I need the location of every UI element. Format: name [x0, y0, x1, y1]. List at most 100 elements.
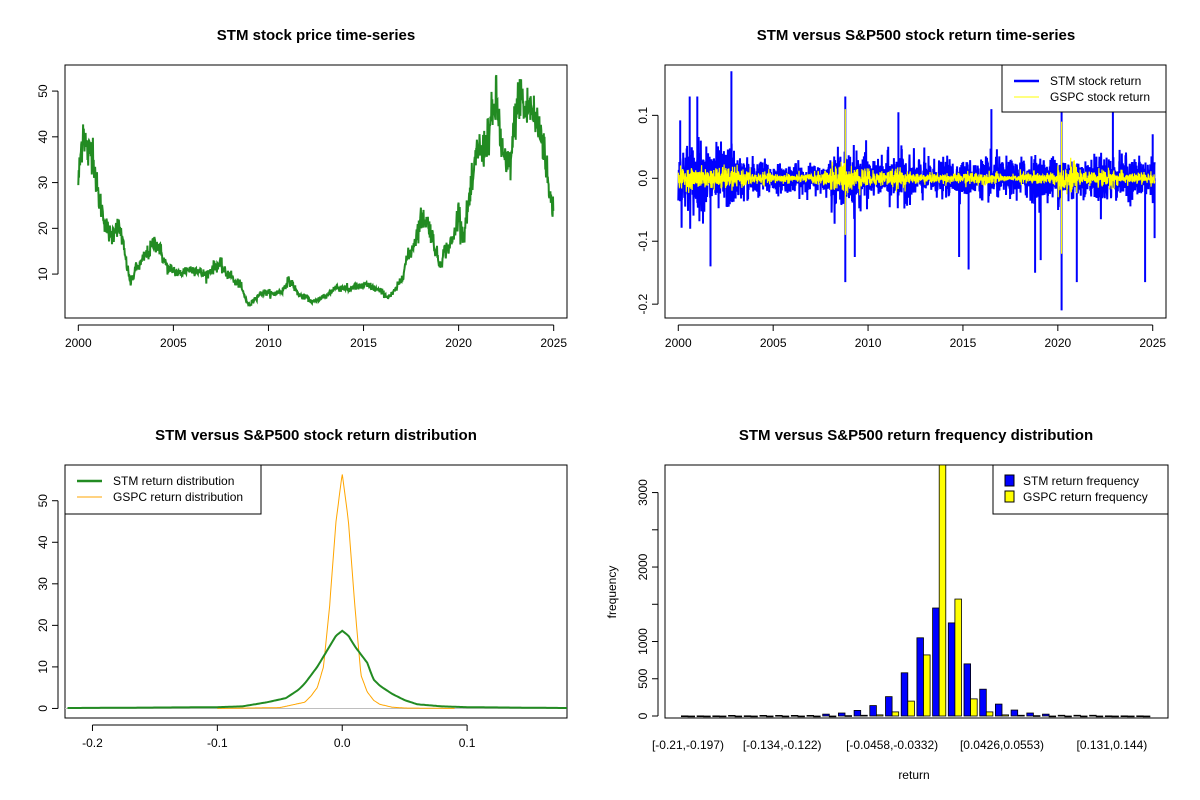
gspc-frequency-bar — [891, 711, 900, 717]
stm-frequency-bar — [932, 607, 940, 717]
x-tick-label: 0.1 — [459, 736, 476, 750]
x-bin-label: [0.131,0.144) — [1077, 738, 1148, 752]
stm-frequency-bar — [775, 715, 783, 717]
y-tick-label: 30 — [36, 577, 50, 591]
x-tick-label: 2005 — [760, 336, 787, 350]
stm-frequency-bar — [869, 705, 877, 717]
stm-frequency-bar — [790, 715, 799, 717]
x-tick-label: 2000 — [665, 336, 692, 350]
y-tick-label: 0.1 — [636, 107, 650, 124]
gspc-frequency-bar — [734, 715, 743, 718]
y-tick-label: 20 — [36, 618, 50, 632]
stm-frequency-bar — [1057, 714, 1066, 717]
stm-frequency-bar — [1026, 712, 1034, 717]
gspc-frequency-bar — [1017, 714, 1025, 717]
gspc-frequency-bar — [954, 598, 962, 717]
legend-swatch — [1004, 474, 1015, 487]
gspc-frequency-bar — [797, 715, 805, 718]
panel4-plot-box — [664, 464, 1169, 719]
y-tick-label: 50 — [36, 84, 50, 98]
y-tick-label: 0 — [36, 705, 50, 712]
gspc-frequency-bar — [781, 715, 790, 718]
stm-frequency-bar — [822, 713, 830, 717]
y-tick-label: 10 — [36, 660, 50, 674]
y-tick-label: 40 — [36, 535, 50, 549]
stm-frequency-bar — [728, 715, 736, 717]
x-bin-label: [-0.134,-0.122) — [743, 738, 822, 752]
gspc-frequency-bar — [1033, 715, 1041, 717]
legend-label: GSPC return frequency — [1023, 490, 1148, 504]
y-tick-label: 20 — [36, 221, 50, 235]
gspc-frequency-bar — [970, 698, 978, 717]
stm-frequency-bar — [885, 696, 893, 717]
gspc-frequency-bar — [703, 715, 711, 718]
legend-label: GSPC return distribution — [113, 490, 243, 504]
x-tick-label: 2025 — [540, 336, 567, 350]
return-legend — [1001, 64, 1167, 113]
gspc-frequency-bar — [1001, 714, 1009, 717]
stm-frequency-bar — [838, 712, 846, 717]
stm-frequency-bar — [759, 715, 767, 717]
gspc-frequency-bar — [985, 711, 994, 717]
x-tick-label: 2025 — [1139, 336, 1166, 350]
stm-frequency-bar — [853, 710, 862, 717]
density-legend — [64, 464, 262, 515]
stm-frequency-bar — [963, 663, 971, 717]
x-tick-label: -0.1 — [207, 736, 228, 750]
y-tick-label: 1000 — [636, 628, 650, 655]
gspc-frequency-bar — [1142, 715, 1151, 718]
frequency-legend — [992, 464, 1169, 515]
gspc-frequency-bar — [923, 654, 931, 717]
gspc-frequency-bar — [1095, 715, 1104, 718]
gspc-frequency-bar — [828, 715, 837, 718]
y-tick-label: 3000 — [636, 479, 650, 506]
panel2-title: STM versus S&P500 stock return time-seri… — [757, 27, 1075, 44]
gspc-frequency-bar — [750, 715, 758, 718]
stm-frequency-bar — [1136, 715, 1144, 718]
stm-frequency-bar — [712, 715, 720, 718]
panel3-title: STM versus S&P500 stock return distribut… — [155, 427, 477, 444]
stm-frequency-bar — [947, 622, 956, 717]
panel4-xlabel: return — [898, 768, 929, 782]
gspc-frequency-bar — [1127, 715, 1135, 718]
x-tick-label: 2000 — [65, 336, 92, 350]
panel4-ylabel: frequency — [605, 566, 619, 619]
stm-density-line — [67, 629, 567, 709]
x-tick-label: 2020 — [1044, 336, 1071, 350]
gspc-return-line — [677, 109, 1156, 254]
stm-frequency-bar — [1010, 709, 1019, 717]
legend-swatch — [1004, 490, 1015, 503]
gspc-frequency-bar — [813, 715, 821, 718]
gspc-frequency-bar — [719, 715, 727, 718]
y-tick-label: 40 — [36, 130, 50, 144]
y-tick-label: -0.1 — [636, 231, 650, 252]
gspc-frequency-bar — [1064, 715, 1072, 718]
panel1-plot-box — [64, 64, 568, 319]
y-tick-label: -0.2 — [636, 293, 650, 314]
x-tick-label: 2015 — [350, 336, 377, 350]
x-bin-label: [-0.0458,-0.0332) — [846, 738, 938, 752]
x-tick-label: 2020 — [445, 336, 472, 350]
gspc-frequency-bar — [876, 714, 884, 717]
gspc-frequency-bar — [907, 700, 915, 717]
stm-frequency-bar — [1042, 713, 1050, 717]
x-tick-label: 2010 — [855, 336, 882, 350]
legend-label: STM stock return — [1050, 74, 1141, 88]
x-tick-label: -0.2 — [82, 736, 103, 750]
y-tick-label: 0 — [636, 712, 650, 719]
x-bin-label: [-0.21,-0.197) — [652, 738, 724, 752]
stm-frequency-bar — [696, 715, 705, 718]
panel2-plot-box — [664, 64, 1167, 319]
stm-price-line — [77, 74, 555, 307]
gspc-frequency-bar — [1048, 715, 1057, 718]
stm-frequency-bar — [916, 637, 924, 717]
gspc-frequency-bar — [687, 715, 695, 718]
gspc-frequency-bar — [938, 464, 947, 717]
x-tick-label: 2015 — [950, 336, 977, 350]
stm-frequency-bar — [900, 672, 909, 717]
stm-frequency-bar — [979, 688, 987, 717]
stm-frequency-bar — [995, 703, 1003, 717]
stm-frequency-bar — [743, 715, 752, 717]
gspc-frequency-bar — [844, 715, 852, 717]
legend-label: STM return frequency — [1023, 474, 1139, 488]
